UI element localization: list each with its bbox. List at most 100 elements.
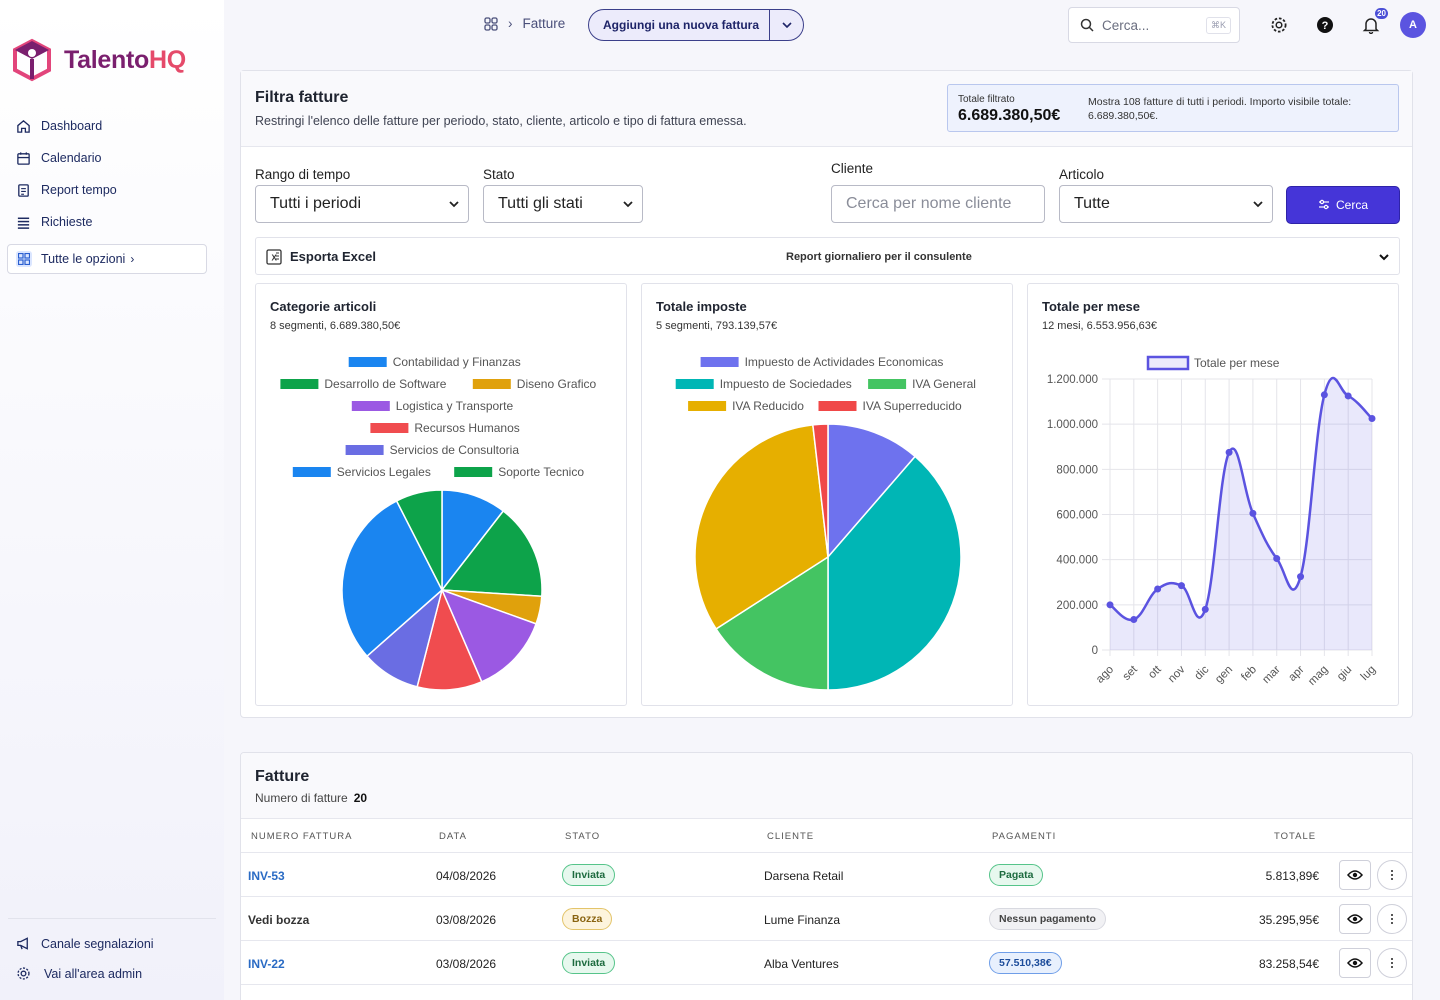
legend-label[interactable]: Recursos Humanos xyxy=(414,421,519,435)
brand-logo[interactable]: TalentoHQ xyxy=(12,38,186,82)
chevron-down-icon[interactable] xyxy=(770,22,803,28)
sidebar: TalentoHQ Dashboard Calendario Report te… xyxy=(0,0,224,1000)
pie-slice[interactable] xyxy=(812,423,829,558)
legend-label[interactable]: Contabilidad y Finanzas xyxy=(393,355,521,369)
data-point[interactable] xyxy=(1106,601,1114,609)
legend-swatch[interactable] xyxy=(700,357,739,367)
pie-slice[interactable] xyxy=(715,555,829,691)
legend-swatch[interactable] xyxy=(688,401,727,411)
invoice-number-link[interactable]: INV-53 xyxy=(248,869,285,883)
new-invoice-button[interactable]: Aggiungi una nuova fattura xyxy=(588,9,804,41)
column-header[interactable]: STATO xyxy=(565,831,601,842)
column-header[interactable]: DATA xyxy=(439,831,467,842)
legend-swatch[interactable] xyxy=(818,401,857,411)
search-button[interactable]: Cerca xyxy=(1286,186,1400,224)
legend-label[interactable]: Impuesto de Actividades Economicas xyxy=(745,355,944,369)
invoice-total: 5.813,89€ xyxy=(1265,869,1319,883)
legend-label[interactable]: Logistica y Transporte xyxy=(396,399,514,413)
data-point[interactable] xyxy=(1177,582,1185,590)
column-header[interactable]: CLIENTE xyxy=(767,831,815,842)
legend-label[interactable]: Totale per mese xyxy=(1194,356,1280,370)
daily-report-label: Report giornaliero per il consulente xyxy=(786,251,972,263)
pie-slice[interactable] xyxy=(440,588,538,683)
article-select[interactable]: Tutte xyxy=(1059,185,1273,223)
chart-card-categories: Categorie articoli 8 segmenti, 6.689.380… xyxy=(255,283,627,706)
status-select[interactable]: Tutti gli stati xyxy=(483,185,643,223)
pie-slice[interactable] xyxy=(694,424,829,630)
row-menu-button[interactable] xyxy=(1377,948,1407,978)
data-point[interactable] xyxy=(1273,555,1281,563)
x-tick-label: mar xyxy=(1260,664,1283,687)
legend-swatch[interactable] xyxy=(348,357,387,367)
sidebar-item-report-tempo[interactable]: Report tempo xyxy=(16,174,216,206)
legend-swatch[interactable] xyxy=(351,401,390,411)
search-button-label: Cerca xyxy=(1335,198,1368,212)
row-menu-button[interactable] xyxy=(1377,904,1407,934)
filtered-total-box: Totale filtrato 6.689.380,50€ Mostra 108… xyxy=(947,84,1399,132)
grid-icon[interactable] xyxy=(484,16,498,31)
data-point[interactable] xyxy=(1368,415,1376,423)
row-menu-button[interactable] xyxy=(1377,860,1407,890)
legend-swatch[interactable] xyxy=(454,467,493,477)
data-point[interactable] xyxy=(1225,448,1233,456)
legend-swatch[interactable] xyxy=(345,445,384,455)
column-header[interactable]: NUMERO FATTURA xyxy=(251,831,353,842)
svg-text:?: ? xyxy=(1322,20,1329,32)
report-icon xyxy=(18,183,29,197)
legend-label[interactable]: IVA Reducido xyxy=(732,399,804,413)
legend-swatch[interactable] xyxy=(370,423,409,433)
avatar[interactable]: A xyxy=(1400,12,1426,38)
view-invoice-button[interactable] xyxy=(1339,860,1371,890)
settings-button[interactable] xyxy=(1268,14,1290,36)
help-button[interactable]: ? xyxy=(1314,14,1336,36)
chevron-down-icon[interactable] xyxy=(1377,250,1391,264)
sidebar-item-dashboard[interactable]: Dashboard xyxy=(16,110,216,142)
sidebar-item-canale-segnalazioni[interactable]: Canale segnalazioni xyxy=(16,936,154,951)
table-row[interactable]: INV-53 04/08/2026 Inviata Darsena Retail… xyxy=(241,853,1412,897)
table-row[interactable]: Vedi bozza 03/08/2026 Bozza Lume Finanza… xyxy=(241,897,1412,941)
data-point[interactable] xyxy=(1320,391,1328,399)
table-row[interactable]: INV-22 03/08/2026 Inviata Alba Ventures … xyxy=(241,941,1412,985)
data-point[interactable] xyxy=(1201,605,1209,613)
data-point[interactable] xyxy=(1154,585,1162,593)
column-header[interactable]: PAGAMENTI xyxy=(992,831,1057,842)
sidebar-item-admin[interactable]: Vai all'area admin xyxy=(16,966,142,981)
pie-slice[interactable] xyxy=(395,489,443,591)
notifications-button[interactable]: 20 xyxy=(1360,8,1388,36)
legend-label[interactable]: Desarrollo de Software xyxy=(324,377,446,391)
legend-label[interactable]: Impuesto de Sociedades xyxy=(720,377,852,391)
legend-swatch[interactable] xyxy=(675,379,714,389)
data-point[interactable] xyxy=(1297,573,1305,581)
pie-slice[interactable] xyxy=(440,509,543,598)
sidebar-item-richieste[interactable]: Richieste xyxy=(16,206,216,238)
legend-swatch[interactable] xyxy=(472,379,511,389)
pie-slice[interactable] xyxy=(341,499,443,658)
data-point[interactable] xyxy=(1130,616,1138,624)
pie-slice[interactable] xyxy=(827,423,917,560)
pie-slice[interactable] xyxy=(827,455,962,691)
legend-swatch[interactable] xyxy=(292,467,331,477)
range-select[interactable]: Tutti i periodi xyxy=(255,185,469,223)
client-search-input[interactable]: Cerca per nome cliente xyxy=(831,185,1045,223)
legend-label[interactable]: Servicios Legales xyxy=(337,465,431,479)
y-tick-label: 400.000 xyxy=(1056,555,1098,567)
all-options-button[interactable]: Tutte le opzioni › xyxy=(7,244,207,274)
invoice-number-link[interactable]: Vedi bozza xyxy=(248,913,310,927)
legend-swatch[interactable] xyxy=(280,379,319,389)
view-invoice-button[interactable] xyxy=(1339,904,1371,934)
view-invoice-button[interactable] xyxy=(1339,948,1371,978)
legend-swatch[interactable] xyxy=(868,379,907,389)
legend-label[interactable]: IVA General xyxy=(912,377,976,391)
sidebar-item-calendario[interactable]: Calendario xyxy=(16,142,216,174)
legend-swatch[interactable] xyxy=(1146,355,1190,371)
column-header[interactable]: TOTALE xyxy=(1274,831,1317,842)
search-input[interactable]: Cerca... ⌘K xyxy=(1068,7,1240,43)
legend-label[interactable]: Soporte Tecnico xyxy=(498,465,584,479)
data-point[interactable] xyxy=(1344,392,1352,400)
legend-label[interactable]: IVA Superreducido xyxy=(863,399,963,413)
legend-label[interactable]: Servicios de Consultoria xyxy=(390,443,520,457)
data-point[interactable] xyxy=(1249,509,1257,517)
legend-label[interactable]: Diseno Grafico xyxy=(517,377,597,391)
invoice-number-link[interactable]: INV-22 xyxy=(248,957,285,971)
export-row[interactable]: X Esporta Excel Report giornaliero per i… xyxy=(255,237,1400,275)
